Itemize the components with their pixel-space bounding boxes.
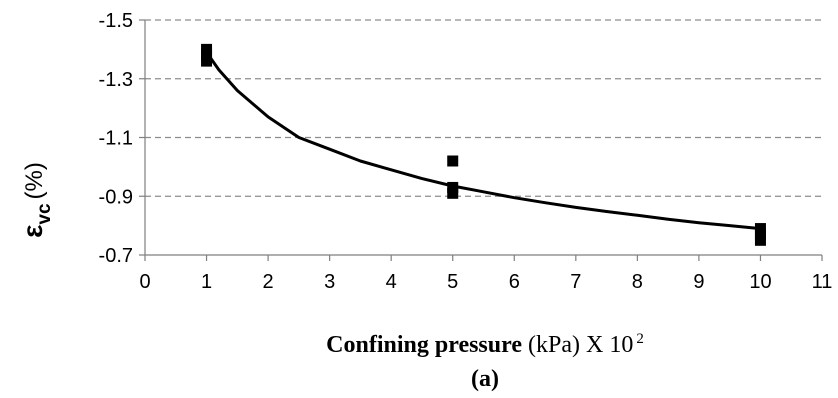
x-tick-label: 9 xyxy=(693,271,704,293)
gridlines xyxy=(145,19,822,197)
y-tick-label: -1.3 xyxy=(99,69,133,91)
x-tick-label: 0 xyxy=(139,271,150,293)
y-axis-label-symbol: ε xyxy=(17,225,48,238)
data-point xyxy=(447,187,459,199)
y-tick-labels: -0.7 -0.9 -1.1 -1.3 -1.5 xyxy=(99,10,133,267)
x-axis-label-superscript: 2 xyxy=(636,331,644,347)
y-tick-label: -0.7 xyxy=(99,245,133,267)
y-tick-label: -0.9 xyxy=(99,186,133,208)
x-tick-label: 8 xyxy=(632,271,643,293)
x-axis-label: Confining pressure (kPa) X 10 2 xyxy=(326,331,644,358)
data-point xyxy=(754,228,766,240)
x-tick-label: 5 xyxy=(447,271,458,293)
x-tick-label: 3 xyxy=(324,271,335,293)
x-tick-label: 1 xyxy=(201,271,212,293)
x-tick-label: 7 xyxy=(570,271,581,293)
y-axis-label-unit: (%) xyxy=(21,162,48,199)
data-point xyxy=(201,49,213,61)
x-tick-label: 4 xyxy=(386,271,397,293)
figure-sublabel: (a) xyxy=(471,366,499,392)
axes xyxy=(139,19,823,261)
y-tick-label: -1.1 xyxy=(99,128,133,150)
x-tick-label: 2 xyxy=(263,271,274,293)
point-series xyxy=(201,43,766,246)
data-point xyxy=(754,234,766,246)
x-tick-labels: 0 1 2 3 4 5 6 7 8 9 10 11 xyxy=(139,271,832,293)
x-axis-label-bold: Confining pressure xyxy=(326,332,522,358)
y-axis-label-subscript: vc xyxy=(34,203,55,225)
y-axis-label: εvc (%) xyxy=(17,162,55,238)
trend-line xyxy=(205,51,761,231)
x-tick-label: 11 xyxy=(812,271,833,293)
data-point xyxy=(201,43,213,55)
x-tick-label: 6 xyxy=(509,271,520,293)
data-point xyxy=(447,181,459,193)
data-point xyxy=(447,155,459,167)
trend-series xyxy=(205,51,761,231)
data-point xyxy=(201,55,213,67)
x-tick-label: 10 xyxy=(749,271,771,293)
x-axis-label-unit: (kPa) X 10 xyxy=(522,332,633,358)
y-tick-label: -1.5 xyxy=(99,10,133,32)
data-point xyxy=(754,223,766,235)
